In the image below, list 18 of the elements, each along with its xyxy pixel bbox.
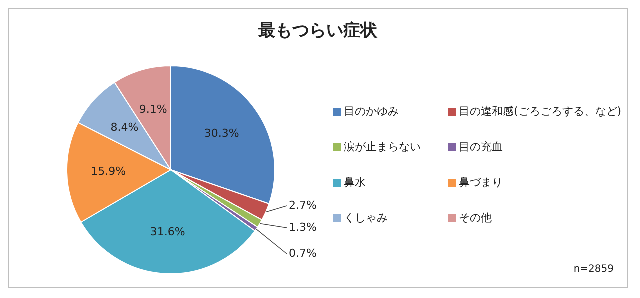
legend-label: 涙が止まらない <box>344 140 421 154</box>
legend-label: 目の違和感(ごろごろする、など) <box>459 105 622 118</box>
legend-label: くしゃみ <box>344 212 388 225</box>
text: n=2859 <box>574 264 614 275</box>
legend-label: 鼻水 <box>344 176 366 190</box>
data-label: 9.1% <box>139 103 168 116</box>
legend-label: 目の充血 <box>459 140 503 154</box>
data-label: 31.6% <box>150 225 186 238</box>
legend-label: 目のかゆみ <box>344 105 399 118</box>
data-label: 1.3% <box>289 221 317 234</box>
legend-label: 鼻づまり <box>459 176 503 190</box>
data-label: 15.9% <box>91 164 126 178</box>
chart-title: 最もつらい症状 <box>258 21 378 41</box>
data-label: 0.7% <box>289 247 317 260</box>
data-label: 30.3% <box>204 126 240 140</box>
legend-label: その他 <box>459 212 492 225</box>
data-label: 2.7% <box>289 199 317 212</box>
data-label: 8.4% <box>110 121 139 134</box>
